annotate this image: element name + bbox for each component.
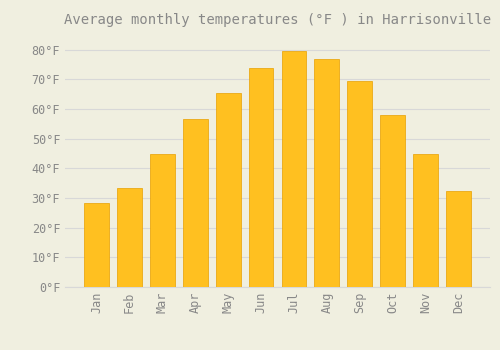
Bar — [84, 203, 109, 287]
Bar — [282, 51, 306, 287]
Bar — [314, 59, 339, 287]
Bar — [348, 81, 372, 287]
Bar — [248, 68, 274, 287]
Bar — [117, 188, 142, 287]
Bar — [150, 154, 174, 287]
Bar — [446, 191, 470, 287]
Bar — [413, 154, 438, 287]
Bar — [216, 93, 240, 287]
Bar — [380, 115, 405, 287]
Bar — [183, 119, 208, 287]
Title: Average monthly temperatures (°F ) in Harrisonville: Average monthly temperatures (°F ) in Ha… — [64, 13, 491, 27]
